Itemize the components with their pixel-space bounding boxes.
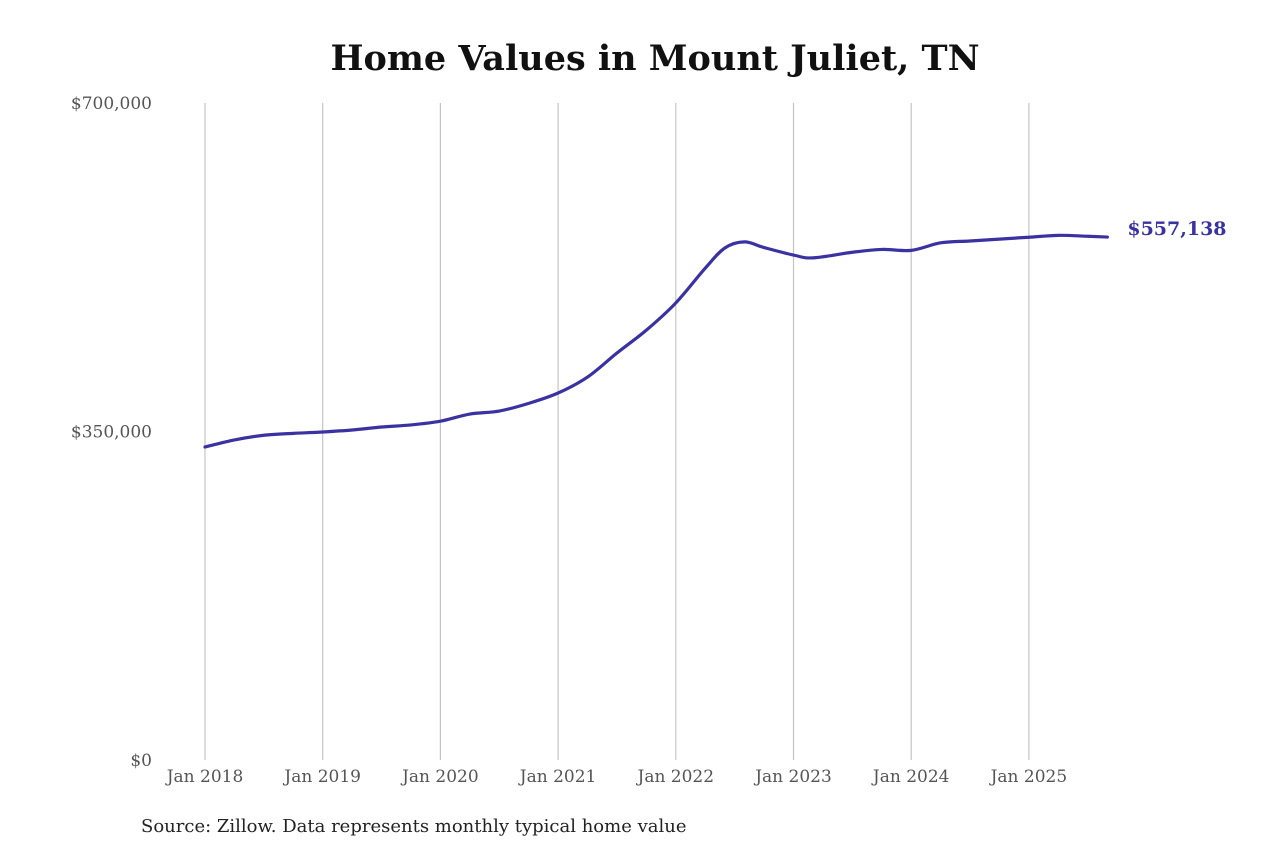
y-tick-label: $0 xyxy=(130,751,152,771)
y-tick-label: $350,000 xyxy=(71,423,152,443)
end-value-label: $557,138 xyxy=(1127,218,1226,240)
x-tick-label: Jan 2023 xyxy=(753,767,832,787)
x-tick-label: Jan 2022 xyxy=(636,767,715,787)
chart-title: Home Values in Mount Juliet, TN xyxy=(330,38,980,79)
x-tick-label: Jan 2024 xyxy=(871,767,950,787)
x-tick-label: Jan 2019 xyxy=(282,767,361,787)
y-tick-label: $700,000 xyxy=(71,94,152,114)
x-tick-label: Jan 2025 xyxy=(989,767,1068,787)
x-tick-label: Jan 2018 xyxy=(165,767,244,787)
series-line xyxy=(203,233,1109,449)
x-tick-label: Jan 2020 xyxy=(400,767,479,787)
source-note: Source: Zillow. Data represents monthly … xyxy=(141,816,687,837)
x-tick-label: Jan 2021 xyxy=(518,767,597,787)
